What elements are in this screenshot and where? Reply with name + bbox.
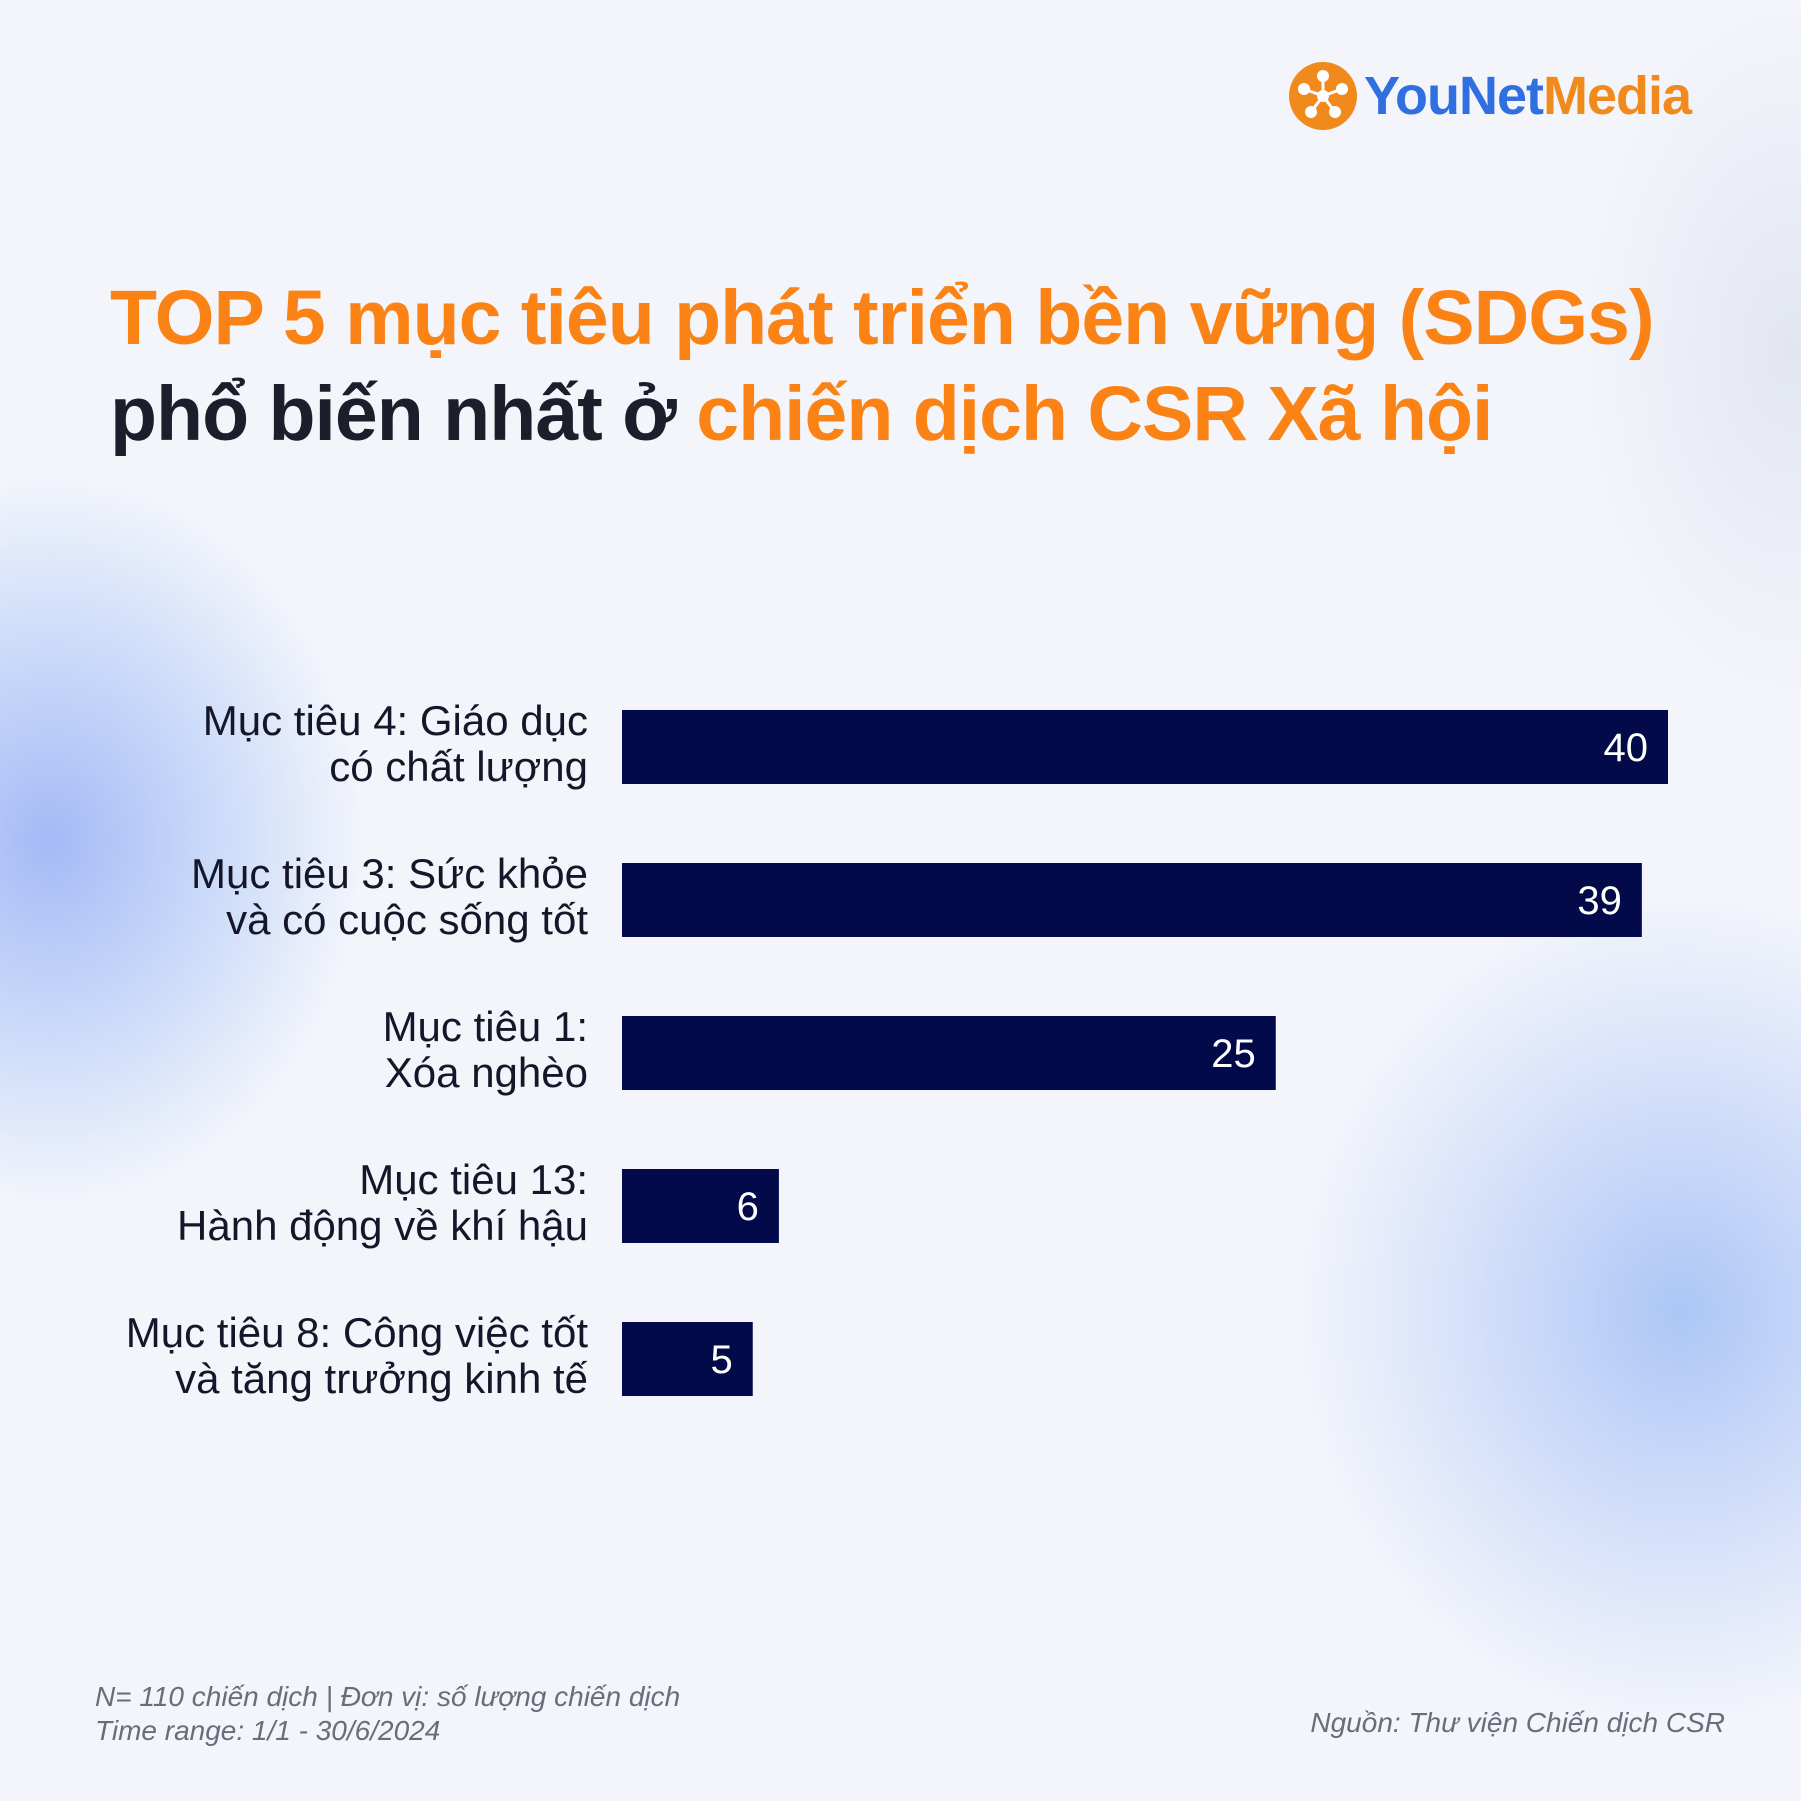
category-label-2: Mục tiêu 3: Sức khỏe và có cuộc sống tốt — [191, 850, 588, 943]
title-part1: TOP 5 mục tiêu phát triển bền vững (SDGs… — [110, 275, 1655, 361]
bar-value-label-2: 39 — [1577, 879, 1622, 923]
bar-5 — [622, 1322, 753, 1396]
bar-value-label-5: 5 — [711, 1338, 733, 1382]
category-label-4: Mục tiêu 13: Hành động về khí hậu — [177, 1156, 588, 1249]
brand-name-initial: M — [1543, 66, 1588, 126]
title-part3: chiến dịch CSR Xã hội — [696, 371, 1493, 457]
category-label-line: Mục tiêu 1: — [383, 1003, 588, 1050]
younet-hub-icon — [1289, 62, 1357, 130]
chart-title: TOP 5 mục tiêu phát triển bền vững (SDGs… — [110, 270, 1670, 462]
category-label-line: có chất lượng — [329, 743, 588, 790]
category-label-1: Mục tiêu 4: Giáo dục có chất lượng — [203, 697, 588, 790]
category-label-line: Hành động về khí hậu — [177, 1202, 588, 1249]
bar-4 — [622, 1169, 779, 1243]
category-label-line: và có cuộc sống tốt — [226, 896, 588, 943]
bar-2 — [622, 863, 1642, 937]
footnote-left: N= 110 chiến dịch | Đơn vị: số lượng chi… — [95, 1680, 680, 1748]
category-label-5: Mục tiêu 8: Công việc tốt và tăng trưởng … — [126, 1309, 589, 1402]
bar-value-label-1: 40 — [1604, 726, 1649, 770]
category-label-line: và tăng trưởng kinh tế — [175, 1355, 588, 1402]
category-label-line: Mục tiêu 8: Công việc tốt — [126, 1309, 589, 1356]
brand-name-part1: YouNet — [1364, 66, 1544, 126]
bar-value-label-4: 6 — [737, 1185, 759, 1229]
category-label-line: Mục tiêu 3: Sức khỏe — [191, 850, 588, 897]
bar-3 — [622, 1016, 1276, 1090]
footnote-time-range: Time range: 1/1 - 30/6/2024 — [95, 1715, 441, 1746]
category-label-line: Mục tiêu 4: Giáo dục — [203, 697, 588, 744]
title-part2: phổ biến nhất ở — [110, 371, 697, 457]
brand-wordmark: YouNetMedia — [1364, 66, 1692, 126]
footnote-sample: N= 110 chiến dịch | Đơn vị: số lượng chi… — [95, 1681, 681, 1712]
brand-logo: YouNetMedia — [1288, 58, 1692, 134]
category-label-line: Xóa nghèo — [385, 1049, 588, 1096]
footnote-source: Nguồn: Thư viện Chiến dịch CSR — [1310, 1707, 1725, 1738]
category-label-line: Mục tiêu 13: — [359, 1156, 588, 1203]
brand-name-rest: edia — [1586, 66, 1692, 126]
category-label-3: Mục tiêu 1: Xóa nghèo — [383, 1003, 588, 1096]
bar-1 — [622, 710, 1668, 784]
bar-value-label-3: 25 — [1211, 1032, 1256, 1076]
